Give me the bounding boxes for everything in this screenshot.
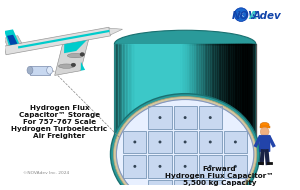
Ellipse shape [113,97,257,190]
FancyBboxPatch shape [199,131,222,153]
Circle shape [158,165,161,168]
Ellipse shape [110,94,260,190]
Ellipse shape [67,53,83,58]
FancyBboxPatch shape [114,44,256,154]
Text: Forward
Hydrogen Flux Capacitor™
5,500 kg Capacity: Forward Hydrogen Flux Capacitor™ 5,500 k… [165,166,274,186]
Circle shape [134,165,136,168]
FancyBboxPatch shape [173,131,197,153]
Circle shape [184,116,187,119]
Polygon shape [55,40,88,75]
FancyBboxPatch shape [123,155,146,178]
Ellipse shape [114,30,256,58]
Ellipse shape [71,63,76,67]
Circle shape [234,8,248,21]
FancyBboxPatch shape [148,180,172,190]
Circle shape [260,127,269,136]
Circle shape [158,141,161,143]
Circle shape [134,141,136,143]
Polygon shape [4,29,19,45]
Text: Hydrogen Flux
Capacitor™ Storage
For 757-767 Scale
Hydrogen Turboelectric
Air Fr: Hydrogen Flux Capacitor™ Storage For 757… [11,105,107,139]
Polygon shape [7,35,17,45]
FancyBboxPatch shape [199,155,222,178]
FancyBboxPatch shape [30,66,50,75]
Circle shape [184,141,187,143]
Ellipse shape [58,64,74,68]
Polygon shape [4,36,22,46]
Circle shape [209,116,212,119]
FancyBboxPatch shape [123,131,146,153]
Circle shape [209,141,212,143]
FancyBboxPatch shape [173,155,197,178]
Text: Adev: Adev [252,11,281,21]
Ellipse shape [47,66,52,74]
FancyBboxPatch shape [259,135,270,152]
Polygon shape [18,30,110,48]
FancyBboxPatch shape [148,131,172,153]
FancyBboxPatch shape [224,131,247,153]
Circle shape [184,165,187,168]
FancyBboxPatch shape [173,180,197,190]
Text: ©NOVAdev Inc. 2024: ©NOVAdev Inc. 2024 [23,171,69,175]
FancyBboxPatch shape [148,155,172,178]
Polygon shape [109,28,122,35]
Ellipse shape [116,100,254,190]
FancyBboxPatch shape [260,126,270,128]
Circle shape [234,165,237,168]
Polygon shape [64,40,87,53]
FancyBboxPatch shape [199,106,222,129]
Ellipse shape [260,123,269,127]
FancyBboxPatch shape [224,155,247,178]
Circle shape [158,116,161,119]
Text: A: A [242,11,257,21]
Circle shape [209,189,212,190]
FancyBboxPatch shape [173,106,197,129]
Circle shape [158,189,161,190]
Circle shape [234,141,237,143]
Ellipse shape [80,53,85,56]
Ellipse shape [27,66,33,74]
FancyBboxPatch shape [199,180,222,190]
Polygon shape [81,62,85,71]
Polygon shape [4,27,112,55]
FancyBboxPatch shape [148,106,172,129]
Circle shape [184,189,187,190]
Text: NOV: NOV [232,11,257,21]
Circle shape [209,165,212,168]
